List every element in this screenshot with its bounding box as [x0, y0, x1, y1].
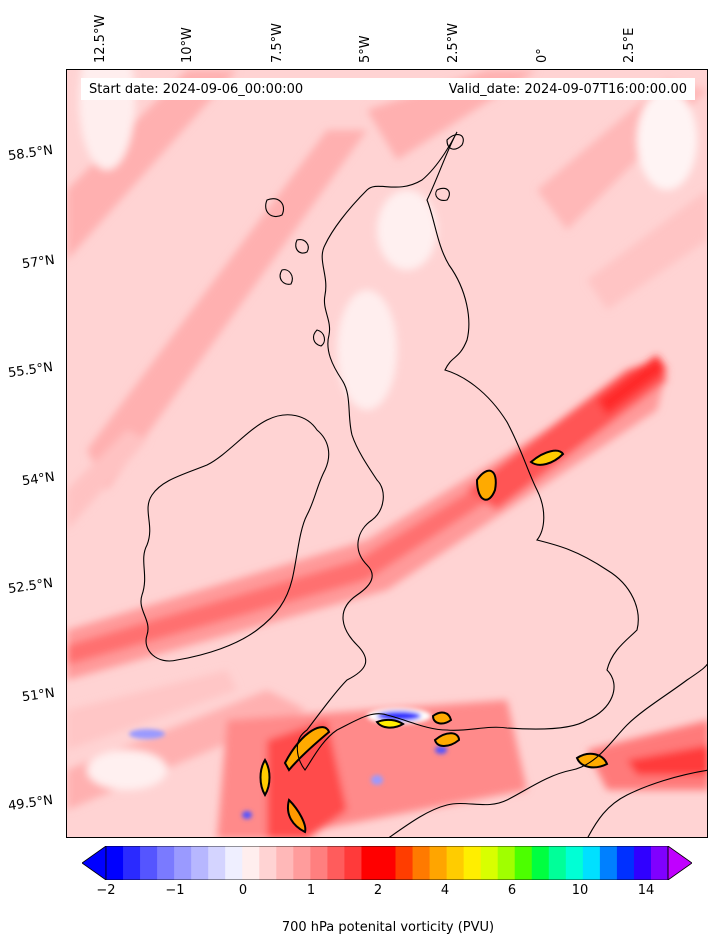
colorbar-swatch — [429, 846, 448, 880]
colorbar-swatch — [361, 846, 379, 880]
colorbar-tick: −2 — [96, 883, 116, 898]
colorbar-swatch — [174, 846, 192, 880]
colorbar-swatch — [310, 846, 328, 880]
colorbar-swatch — [344, 846, 362, 880]
lon-label-2.5e: 2.5°E — [622, 27, 637, 63]
map-panel: Start date: 2024-09-06_00:00:00 Valid_da… — [66, 69, 708, 838]
colorbar-swatch — [514, 846, 533, 880]
colorbar-swatch — [259, 846, 277, 880]
colorbar-under-arrow — [82, 846, 107, 880]
colorbar-swatch — [191, 846, 209, 880]
colorbar-swatch — [565, 846, 584, 880]
lat-label-52.5n: 52.5°N — [7, 575, 54, 598]
colorbar-swatch — [157, 846, 175, 880]
colorbar-swatch — [412, 846, 431, 880]
colorbar-swatch — [140, 846, 158, 880]
lat-label-54n: 54°N — [21, 469, 56, 490]
colorbar-swatch — [446, 846, 465, 880]
start-date-text: Start date: 2024-09-06_00:00:00 — [89, 81, 304, 97]
coastlines — [140, 131, 707, 837]
colorbar-swatch — [327, 846, 345, 880]
colorbar-swatch — [208, 846, 226, 880]
colorbar-tick: 10 — [571, 883, 589, 898]
colorbar-swatch — [106, 846, 124, 880]
colorbar-tick: 14 — [637, 883, 655, 898]
colorbar-tick: 0 — [238, 883, 248, 898]
colorbar-swatch — [497, 846, 516, 880]
colorbar-tick: 2 — [373, 883, 383, 898]
colorbar-swatch — [582, 846, 601, 880]
colorbar-swatch — [633, 846, 652, 880]
colorbar-swatch — [123, 846, 141, 880]
lon-label-2.5w: 2.5°W — [446, 22, 461, 63]
lat-label-57n: 57°N — [21, 252, 56, 273]
lon-label-12.5w: 12.5°W — [93, 14, 108, 63]
colorbar-tick: 1 — [306, 883, 316, 898]
colorbar-swatch — [531, 846, 550, 880]
colorbar-swatch — [378, 846, 397, 880]
lat-label-58.5n: 58.5°N — [7, 142, 54, 165]
colorbar-tick: −1 — [165, 883, 185, 898]
colorbar — [82, 846, 692, 880]
colorbar-swatch — [616, 846, 635, 880]
colorbar-swatch — [650, 846, 669, 880]
date-header: Start date: 2024-09-06_00:00:00 Valid_da… — [81, 78, 695, 100]
colorbar-label: 700 hPa potenital vorticity (PVU) — [281, 920, 495, 935]
pv-field-map: Start date: 2024-09-06_00:00:00 Valid_da… — [67, 70, 707, 837]
colorbar-swatch — [225, 846, 243, 880]
colorbar-tick: 4 — [440, 883, 450, 898]
colorbar-tick: 6 — [507, 883, 517, 898]
colorbar-over-arrow — [667, 846, 692, 880]
colorbar-swatch — [276, 846, 294, 880]
colorbar-swatch — [463, 846, 482, 880]
colorbar-swatch — [395, 846, 414, 880]
lon-label-7.5w: 7.5°W — [270, 22, 285, 63]
colorbar-swatch — [599, 846, 618, 880]
lat-label-49.5n: 49.5°N — [7, 792, 54, 815]
pv-high-contours — [259, 449, 609, 834]
lat-label-51n: 51°N — [21, 685, 56, 706]
colorbar-border — [105, 846, 669, 880]
lat-label-55.5n: 55.5°N — [7, 359, 54, 382]
lon-label-0: 0° — [535, 48, 550, 63]
lon-label-10w: 10°W — [180, 27, 195, 63]
lon-label-5w: 5°W — [358, 35, 373, 63]
colorbar-swatch — [293, 846, 311, 880]
valid-date-text: Valid_date: 2024-09-07T16:00:00.00 — [448, 81, 687, 97]
colorbar-swatch — [480, 846, 499, 880]
colorbar-swatch — [548, 846, 567, 880]
colorbar-swatch — [242, 846, 260, 880]
